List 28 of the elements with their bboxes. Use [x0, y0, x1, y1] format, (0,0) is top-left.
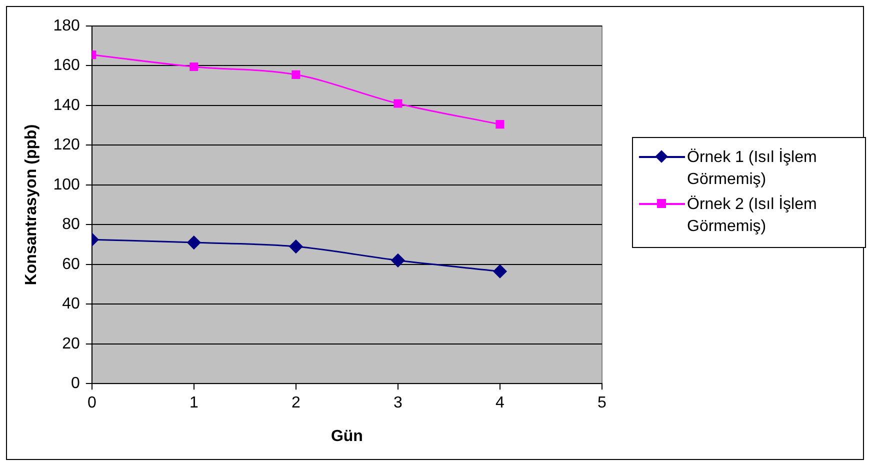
y-tick-label: 140: [53, 96, 80, 114]
y-axis-title: Konsantrasyon (ppb): [23, 124, 40, 286]
y-tick-label: 20: [62, 335, 80, 352]
point: [391, 254, 405, 268]
x-tick-label: 5: [598, 394, 607, 412]
y-tick-label: 120: [53, 136, 80, 154]
y-tick-label: 180: [53, 17, 80, 34]
y-tick-label: 100: [53, 176, 80, 194]
x-tick-label: 2: [291, 394, 300, 412]
x-tick-label: 1: [189, 394, 198, 412]
y-tick-label: 160: [53, 57, 80, 74]
x-tick-label: 4: [496, 394, 505, 412]
y-tick-label: 60: [62, 256, 80, 273]
legend-label: Örnek 2 (Isıl İşlem Görmemiş): [687, 194, 818, 237]
x-axis-title: Gün: [330, 428, 363, 445]
point: [187, 236, 201, 250]
x-tick-label: 0: [87, 394, 96, 412]
point: [190, 62, 198, 72]
x-tick-label: 3: [394, 394, 403, 412]
y-tick-label: 40: [62, 296, 80, 313]
point: [394, 99, 402, 108]
point: [496, 120, 504, 129]
point: [493, 264, 507, 278]
legend-label: Örnek 1 (Isıl İşlem Görmemiş): [687, 147, 818, 190]
y-tick-label: 0: [70, 375, 80, 392]
point: [292, 70, 300, 79]
point: [289, 240, 303, 254]
y-tick-label: 80: [62, 216, 80, 234]
